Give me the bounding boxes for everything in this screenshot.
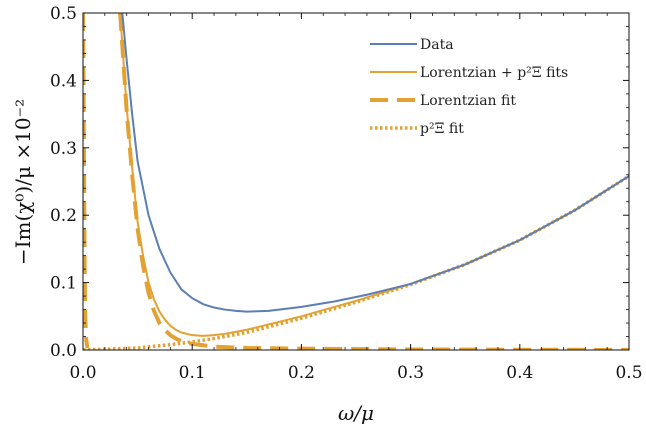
y-tick-label: 0.4 — [50, 71, 77, 91]
series-line-1 — [121, 13, 629, 313]
series-line-4 — [83, 174, 629, 350]
x-tick-label: 0.2 — [288, 363, 315, 383]
y-axis-label: −Im(χ⁰)/μ ×10⁻² — [11, 99, 35, 265]
y-tick-label: 0.0 — [50, 341, 77, 361]
y-tick-label: 0.5 — [50, 4, 77, 24]
plot-frame — [82, 12, 630, 351]
x-tick-label: 0.5 — [615, 363, 642, 383]
series-layer — [83, 13, 629, 350]
left-spike-line — [83, 13, 90, 349]
legend-label-4: p²Ξ fit — [420, 121, 464, 137]
legend: Data Lorentzian + p²Ξ fits Lorentzian fit p… — [370, 37, 568, 137]
y-tick-label: 0.3 — [50, 139, 77, 159]
legend-label-1: Data — [420, 37, 454, 53]
y-tick-label: 0.1 — [50, 274, 77, 294]
x-tick-label: 0.0 — [69, 363, 96, 383]
x-tick-label: 0.1 — [179, 363, 206, 383]
x-axis-label: ω/μ — [338, 401, 374, 425]
legend-label-3: Lorentzian fit — [420, 93, 516, 109]
series-line-2 — [119, 13, 629, 337]
x-tick-label: 0.4 — [506, 363, 533, 383]
legend-label-2: Lorentzian + p²Ξ fits — [420, 65, 568, 81]
ticks-layer: 0.00.0 0.1 0.1 0.2 0.2 0.3 0.3 0.4 0.4 0.5 0.5 — [50, 4, 643, 383]
x-tick-label: 0.3 — [397, 363, 424, 383]
y-tick-label: 0.2 — [50, 206, 77, 226]
